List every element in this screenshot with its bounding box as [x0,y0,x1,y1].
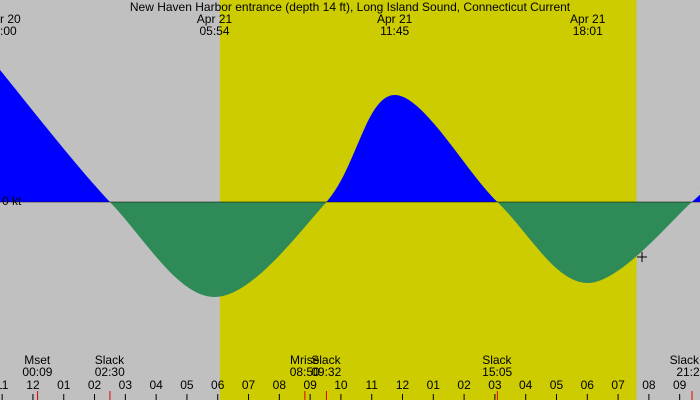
x-tick-label: 02 [88,378,102,392]
x-tick-label: 12 [396,378,410,392]
flood-area [0,70,700,202]
event-time: 15:05 [482,365,512,379]
x-tick-label: 02 [457,378,471,392]
x-tick-label: 11 [365,378,378,392]
event-name: Mrise [290,353,320,367]
event-time: 08:50 [290,365,320,379]
x-tick-label: 01 [427,378,441,392]
event-date: Apr 21 [377,12,413,26]
event-time: 02:30 [95,365,125,379]
event-name: Slack [670,353,700,367]
event-date: Apr 21 [570,12,606,26]
chart-title: New Haven Harbor entrance (depth 14 ft),… [130,0,571,14]
event-time: 21:2 [676,365,700,379]
event-time: 09:32 [311,365,341,379]
x-tick-label: 03 [488,378,502,392]
x-tick-label: 08 [273,378,287,392]
x-tick-label: 01 [57,378,71,392]
cursor [637,252,647,262]
zero-label: 0 kt [2,194,22,208]
event-time: 05:54 [199,24,229,38]
x-tick-label: 12 [26,378,40,392]
x-tick-label: 04 [149,378,163,392]
x-tick-label: 11 [0,378,9,392]
x-tick-label: 08 [642,378,656,392]
ebb-area [0,202,700,297]
event-date: Apr 21 [197,12,233,26]
x-tick-label: 09 [303,378,317,392]
x-tick-label: 09 [673,378,687,392]
event-time: 18:01 [573,24,603,38]
event-time: 00:09 [22,365,52,379]
x-tick-label: 07 [611,378,625,392]
event-time: :00 [0,24,17,38]
x-tick-label: 05 [550,378,564,392]
x-tick-label: 10 [334,378,348,392]
event-time: 11:45 [380,24,409,38]
event-date: r 20 [0,12,21,26]
x-tick-label: 05 [180,378,194,392]
x-tick-label: 06 [581,378,595,392]
x-tick-label: 06 [211,378,225,392]
x-tick-label: 04 [519,378,533,392]
event-name: Slack [95,353,125,367]
event-name: Slack [482,353,512,367]
x-tick-label: 07 [242,378,256,392]
event-name: Mset [24,353,51,367]
event-name: Slack [311,353,341,367]
x-tick-label: 03 [119,378,133,392]
